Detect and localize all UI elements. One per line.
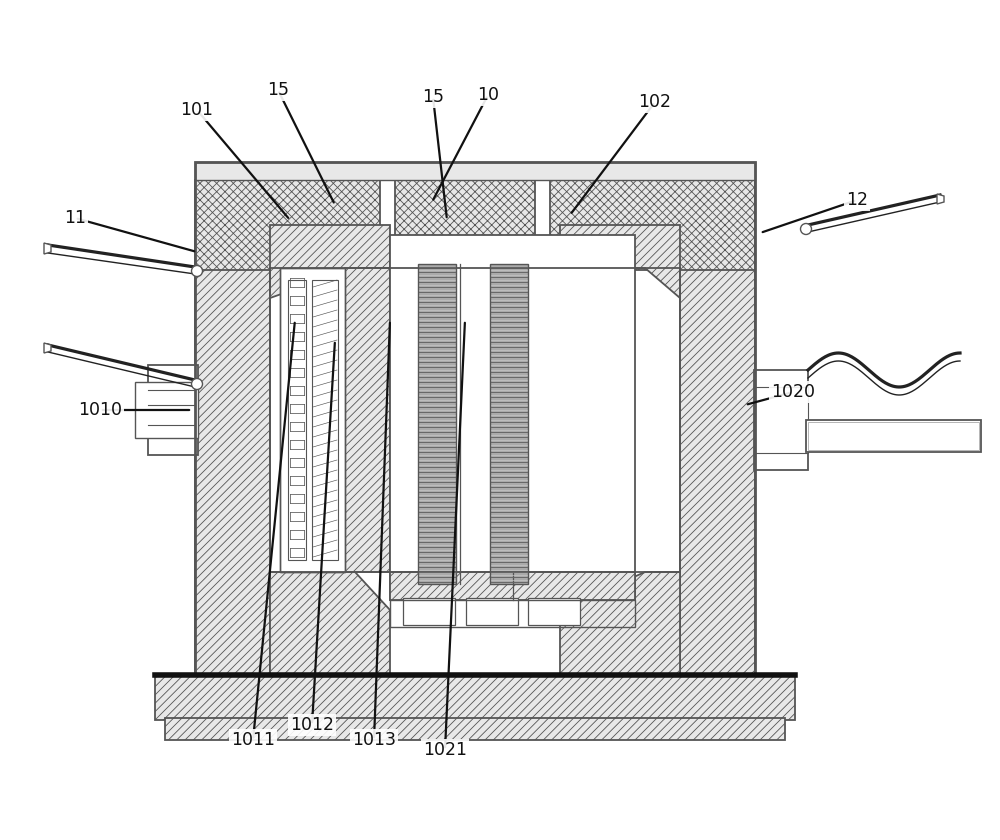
Text: 15: 15 bbox=[422, 88, 444, 106]
Bar bbox=[312, 280, 338, 560]
Bar bbox=[288, 280, 306, 560]
Polygon shape bbox=[44, 343, 51, 353]
Bar bbox=[754, 387, 808, 453]
Polygon shape bbox=[44, 243, 51, 254]
Bar bbox=[390, 600, 635, 627]
Polygon shape bbox=[345, 268, 390, 572]
Text: 1011: 1011 bbox=[231, 731, 275, 749]
Bar bbox=[155, 675, 795, 720]
Bar bbox=[195, 225, 270, 675]
Bar bbox=[680, 225, 755, 675]
Bar bbox=[550, 180, 755, 270]
Bar bbox=[390, 572, 635, 600]
Bar bbox=[754, 370, 808, 470]
Bar bbox=[806, 420, 981, 452]
Bar bbox=[165, 718, 785, 740]
Polygon shape bbox=[560, 572, 680, 675]
Bar bbox=[490, 264, 528, 584]
Bar bbox=[280, 268, 345, 572]
Circle shape bbox=[192, 265, 202, 276]
Text: 1013: 1013 bbox=[352, 731, 396, 749]
Bar bbox=[195, 162, 755, 180]
Text: 11: 11 bbox=[64, 209, 86, 227]
Bar bbox=[808, 422, 979, 450]
Circle shape bbox=[800, 223, 812, 234]
Bar bbox=[395, 180, 535, 270]
Bar bbox=[195, 162, 755, 675]
Bar bbox=[135, 382, 198, 438]
Text: 10: 10 bbox=[477, 86, 499, 104]
Bar bbox=[466, 598, 518, 625]
Text: 1010: 1010 bbox=[78, 401, 122, 419]
Bar bbox=[195, 180, 380, 270]
Bar bbox=[403, 598, 455, 625]
Text: 1020: 1020 bbox=[771, 383, 815, 401]
Bar bbox=[390, 235, 635, 600]
Text: 102: 102 bbox=[639, 93, 672, 111]
Polygon shape bbox=[270, 225, 390, 298]
Bar bbox=[528, 598, 580, 625]
Text: 101: 101 bbox=[180, 101, 214, 119]
Bar bbox=[148, 365, 198, 455]
Text: 15: 15 bbox=[267, 81, 289, 99]
Circle shape bbox=[192, 379, 202, 390]
Bar bbox=[418, 264, 456, 584]
Text: 1012: 1012 bbox=[290, 716, 334, 734]
Bar bbox=[270, 268, 680, 572]
Polygon shape bbox=[560, 225, 680, 298]
Polygon shape bbox=[937, 194, 944, 204]
Bar bbox=[280, 268, 345, 572]
Text: 12: 12 bbox=[846, 191, 868, 209]
Text: 1021: 1021 bbox=[423, 741, 467, 759]
Polygon shape bbox=[270, 572, 390, 675]
